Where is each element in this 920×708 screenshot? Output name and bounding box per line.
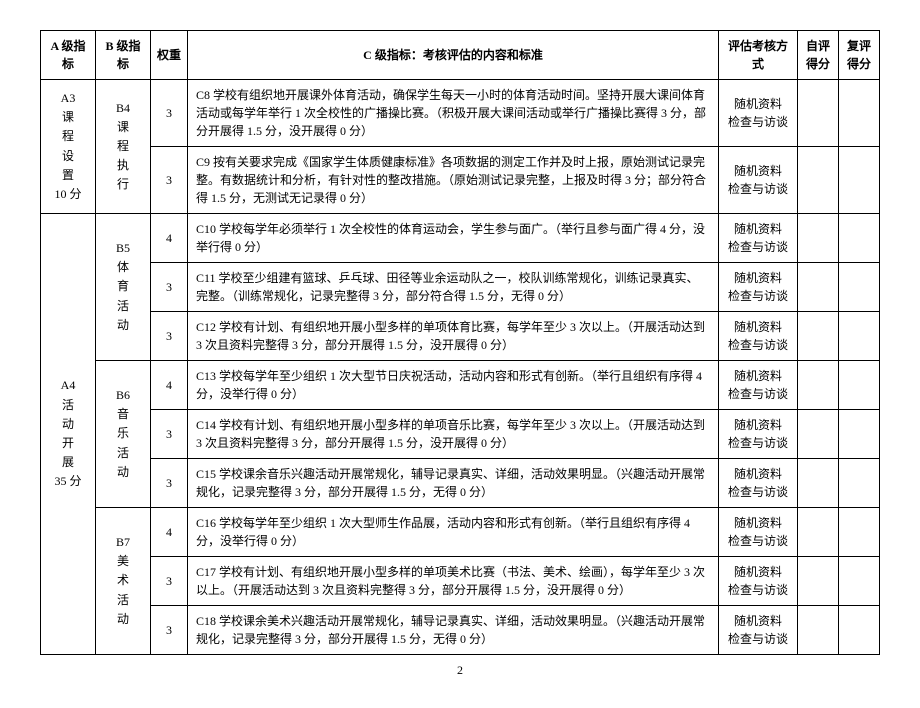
review-score-cell <box>839 80 880 147</box>
criteria-cell: C17 学校有计划、有组织地开展小型多样的单项美术比赛（书法、美术、绘画），每学… <box>188 557 719 606</box>
criteria-cell: C18 学校课余美术兴趣活动开展常规化，辅导记录真实、详细，活动效果明显。（兴趣… <box>188 606 719 655</box>
level-b-cell: B7美术活动 <box>96 508 151 655</box>
header-w: 权重 <box>151 31 188 80</box>
review-score-cell <box>839 459 880 508</box>
self-score-cell <box>798 361 839 410</box>
self-score-cell <box>798 263 839 312</box>
review-score-cell <box>839 214 880 263</box>
review-score-cell <box>839 312 880 361</box>
table-row: 3C11 学校至少组建有篮球、乒乓球、田径等业余运动队之一，校队训练常规化，训练… <box>41 263 880 312</box>
level-a-cell: A4活动开展35 分 <box>41 214 96 655</box>
header-a: A 级指标 <box>41 31 96 80</box>
method-cell: 随机资料检查与访谈 <box>719 557 798 606</box>
weight-cell: 4 <box>151 214 188 263</box>
table-row: 3C15 学校课余音乐兴趣活动开展常规化，辅导记录真实、详细，活动效果明显。（兴… <box>41 459 880 508</box>
weight-cell: 4 <box>151 361 188 410</box>
evaluation-table: A 级指标 B 级指标 权重 C 级指标：考核评估的内容和标准 评估考核方式 自… <box>40 30 880 655</box>
header-review-score: 复评得分 <box>839 31 880 80</box>
method-cell: 随机资料检查与访谈 <box>719 459 798 508</box>
self-score-cell <box>798 508 839 557</box>
criteria-cell: C16 学校每学年至少组织 1 次大型师生作品展，活动内容和形式有创新。（举行且… <box>188 508 719 557</box>
table-row: 3C17 学校有计划、有组织地开展小型多样的单项美术比赛（书法、美术、绘画），每… <box>41 557 880 606</box>
review-score-cell <box>839 508 880 557</box>
method-cell: 随机资料检查与访谈 <box>719 80 798 147</box>
weight-cell: 3 <box>151 312 188 361</box>
weight-cell: 4 <box>151 508 188 557</box>
criteria-cell: C15 学校课余音乐兴趣活动开展常规化，辅导记录真实、详细，活动效果明显。（兴趣… <box>188 459 719 508</box>
table-body: A3课程设置10 分B4课程执行3C8 学校有组织地开展课外体育活动，确保学生每… <box>41 80 880 655</box>
weight-cell: 3 <box>151 459 188 508</box>
weight-cell: 3 <box>151 80 188 147</box>
criteria-cell: C12 学校有计划、有组织地开展小型多样的单项体育比赛，每学年至少 3 次以上。… <box>188 312 719 361</box>
review-score-cell <box>839 606 880 655</box>
method-cell: 随机资料检查与访谈 <box>719 606 798 655</box>
review-score-cell <box>839 263 880 312</box>
criteria-cell: C9 按有关要求完成《国家学生体质健康标准》各项数据的测定工作并及时上报，原始测… <box>188 147 719 214</box>
self-score-cell <box>798 459 839 508</box>
weight-cell: 3 <box>151 410 188 459</box>
level-b-cell: B4课程执行 <box>96 80 151 214</box>
header-self-score: 自评得分 <box>798 31 839 80</box>
review-score-cell <box>839 557 880 606</box>
method-cell: 随机资料检查与访谈 <box>719 214 798 263</box>
table-row: A3课程设置10 分B4课程执行3C8 学校有组织地开展课外体育活动，确保学生每… <box>41 80 880 147</box>
header-m: 评估考核方式 <box>719 31 798 80</box>
level-b-cell: B5体育活动 <box>96 214 151 361</box>
self-score-cell <box>798 606 839 655</box>
self-score-cell <box>798 80 839 147</box>
weight-cell: 3 <box>151 263 188 312</box>
criteria-cell: C10 学校每学年必须举行 1 次全校性的体育运动会，学生参与面广。（举行且参与… <box>188 214 719 263</box>
review-score-cell <box>839 410 880 459</box>
method-cell: 随机资料检查与访谈 <box>719 410 798 459</box>
weight-cell: 3 <box>151 557 188 606</box>
self-score-cell <box>798 214 839 263</box>
header-b: B 级指标 <box>96 31 151 80</box>
criteria-cell: C11 学校至少组建有篮球、乒乓球、田径等业余运动队之一，校队训练常规化，训练记… <box>188 263 719 312</box>
table-row: B6音乐活动4C13 学校每学年至少组织 1 次大型节日庆祝活动，活动内容和形式… <box>41 361 880 410</box>
self-score-cell <box>798 557 839 606</box>
criteria-cell: C13 学校每学年至少组织 1 次大型节日庆祝活动，活动内容和形式有创新。（举行… <box>188 361 719 410</box>
self-score-cell <box>798 147 839 214</box>
criteria-cell: C14 学校有计划、有组织地开展小型多样的单项音乐比赛，每学年至少 3 次以上。… <box>188 410 719 459</box>
review-score-cell <box>839 361 880 410</box>
table-row: B7美术活动4C16 学校每学年至少组织 1 次大型师生作品展，活动内容和形式有… <box>41 508 880 557</box>
weight-cell: 3 <box>151 606 188 655</box>
header-row: A 级指标 B 级指标 权重 C 级指标：考核评估的内容和标准 评估考核方式 自… <box>41 31 880 80</box>
self-score-cell <box>798 312 839 361</box>
page-number: 2 <box>40 663 880 678</box>
level-a-cell: A3课程设置10 分 <box>41 80 96 214</box>
method-cell: 随机资料检查与访谈 <box>719 508 798 557</box>
table-row: A4活动开展35 分B5体育活动4C10 学校每学年必须举行 1 次全校性的体育… <box>41 214 880 263</box>
table-row: 3C14 学校有计划、有组织地开展小型多样的单项音乐比赛，每学年至少 3 次以上… <box>41 410 880 459</box>
level-b-cell: B6音乐活动 <box>96 361 151 508</box>
table-row: 3C9 按有关要求完成《国家学生体质健康标准》各项数据的测定工作并及时上报，原始… <box>41 147 880 214</box>
self-score-cell <box>798 410 839 459</box>
method-cell: 随机资料检查与访谈 <box>719 361 798 410</box>
method-cell: 随机资料检查与访谈 <box>719 147 798 214</box>
review-score-cell <box>839 147 880 214</box>
table-row: 3C12 学校有计划、有组织地开展小型多样的单项体育比赛，每学年至少 3 次以上… <box>41 312 880 361</box>
method-cell: 随机资料检查与访谈 <box>719 263 798 312</box>
weight-cell: 3 <box>151 147 188 214</box>
table-row: 3C18 学校课余美术兴趣活动开展常规化，辅导记录真实、详细，活动效果明显。（兴… <box>41 606 880 655</box>
method-cell: 随机资料检查与访谈 <box>719 312 798 361</box>
header-c: C 级指标：考核评估的内容和标准 <box>188 31 719 80</box>
criteria-cell: C8 学校有组织地开展课外体育活动，确保学生每天一小时的体育活动时间。坚持开展大… <box>188 80 719 147</box>
